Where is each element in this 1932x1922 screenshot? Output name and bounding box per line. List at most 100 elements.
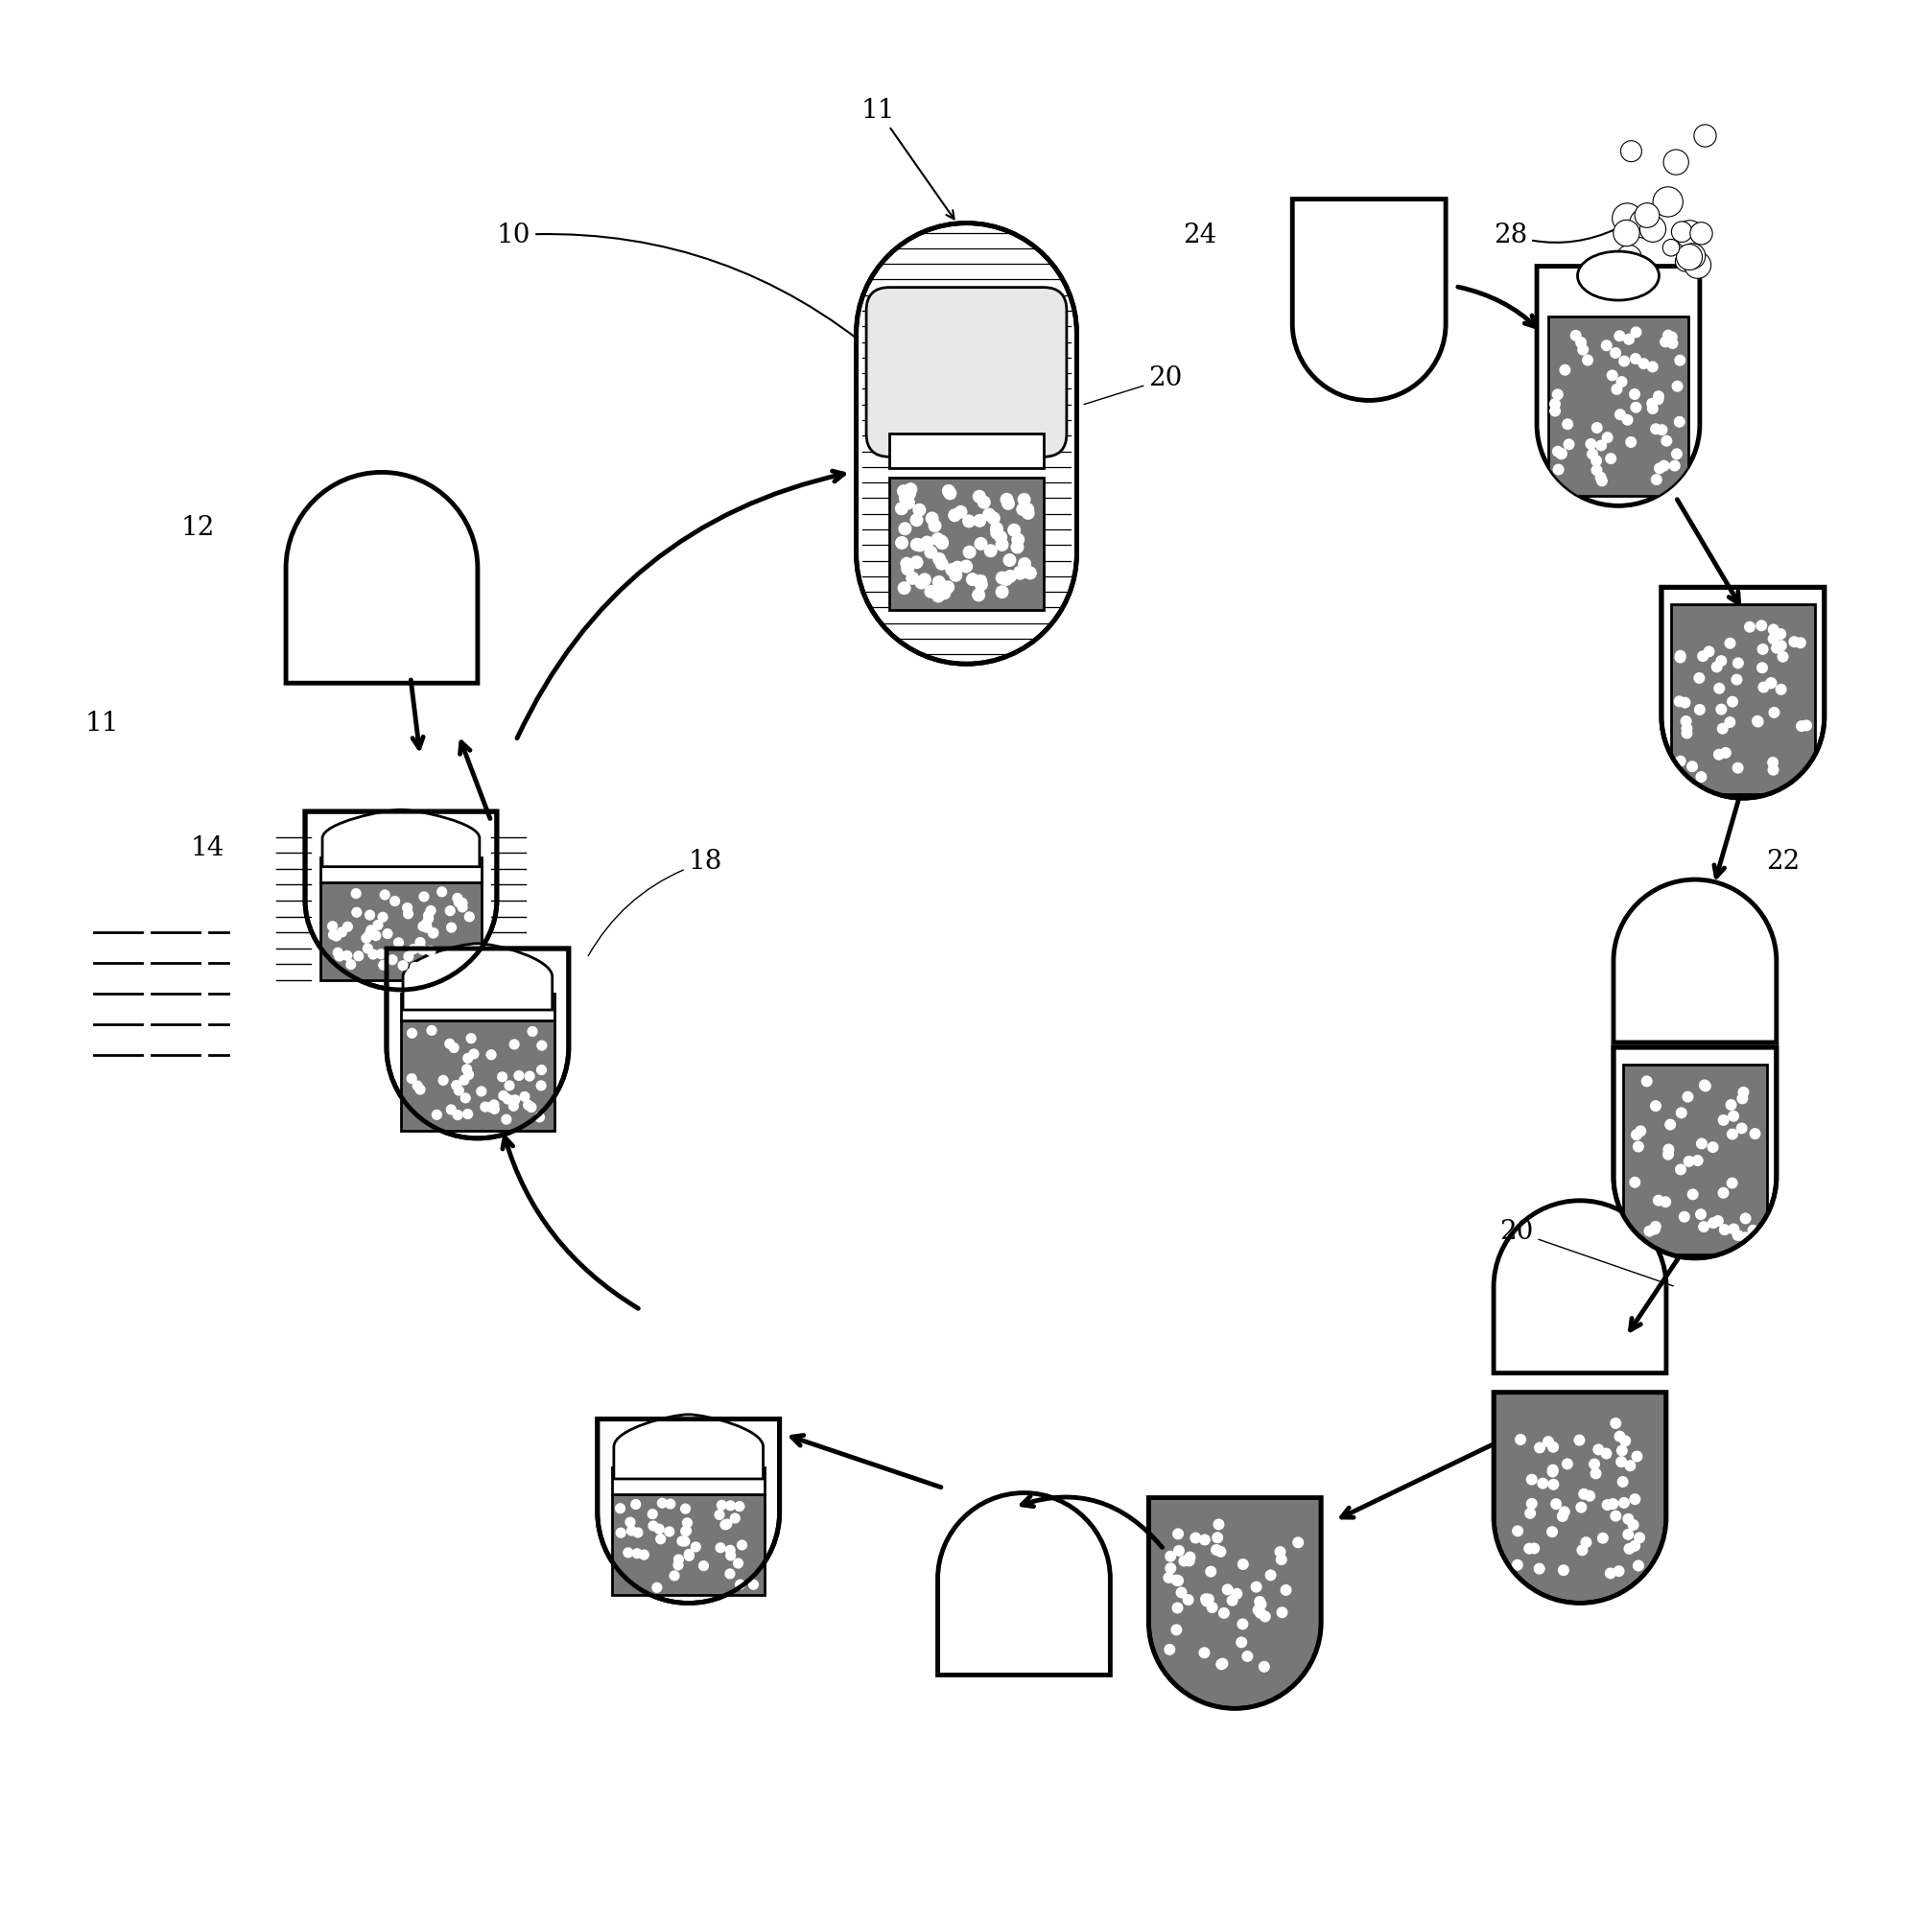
Circle shape (1774, 684, 1785, 696)
Circle shape (1617, 1476, 1627, 1488)
Circle shape (1750, 715, 1762, 727)
Circle shape (1689, 223, 1712, 244)
Circle shape (1020, 504, 1034, 515)
Circle shape (1602, 432, 1613, 444)
Circle shape (1795, 721, 1806, 732)
Circle shape (1692, 125, 1716, 146)
Circle shape (1173, 1545, 1184, 1557)
Circle shape (330, 930, 342, 942)
Circle shape (724, 1551, 736, 1561)
Circle shape (974, 575, 987, 588)
Circle shape (1754, 619, 1766, 630)
Circle shape (1629, 388, 1640, 400)
Circle shape (1654, 463, 1665, 475)
Circle shape (947, 509, 960, 523)
Circle shape (1698, 1080, 1710, 1092)
Circle shape (684, 1551, 694, 1561)
Circle shape (1621, 1513, 1633, 1524)
Circle shape (1770, 642, 1781, 653)
Circle shape (1631, 1451, 1642, 1463)
Circle shape (1236, 1559, 1248, 1570)
Circle shape (1590, 465, 1602, 477)
Circle shape (1629, 1176, 1640, 1188)
Circle shape (1182, 1555, 1194, 1566)
Circle shape (1617, 356, 1629, 367)
Circle shape (522, 1099, 533, 1111)
Circle shape (943, 486, 956, 500)
Circle shape (1580, 1536, 1592, 1547)
Circle shape (427, 1024, 437, 1036)
Circle shape (1254, 1595, 1265, 1607)
Circle shape (406, 1028, 417, 1038)
Circle shape (941, 484, 954, 498)
Bar (402, 1021, 554, 1130)
Circle shape (1546, 1466, 1557, 1478)
Bar (889, 434, 1043, 469)
Circle shape (1609, 348, 1621, 359)
Circle shape (1621, 413, 1633, 425)
Circle shape (510, 1094, 520, 1105)
Circle shape (1725, 1128, 1737, 1140)
Circle shape (1515, 1434, 1526, 1445)
Circle shape (1675, 244, 1702, 269)
Circle shape (485, 1049, 497, 1061)
Text: 20: 20 (1499, 1219, 1673, 1286)
Circle shape (1625, 436, 1636, 448)
Text: 12: 12 (180, 515, 214, 542)
Circle shape (981, 507, 995, 521)
Circle shape (1573, 1434, 1584, 1445)
Circle shape (1650, 1099, 1662, 1111)
Circle shape (1012, 567, 1026, 580)
Circle shape (1235, 1636, 1246, 1647)
Circle shape (1723, 717, 1735, 728)
Circle shape (910, 513, 923, 527)
Circle shape (1524, 1507, 1536, 1518)
Circle shape (1739, 1213, 1750, 1224)
Circle shape (1546, 1465, 1557, 1476)
Circle shape (1671, 221, 1690, 242)
Circle shape (1171, 1624, 1182, 1636)
Circle shape (342, 949, 352, 961)
Circle shape (748, 1580, 759, 1589)
Circle shape (448, 1042, 460, 1053)
PathPatch shape (305, 811, 497, 990)
Circle shape (1551, 463, 1563, 475)
Circle shape (676, 1536, 688, 1547)
Circle shape (995, 584, 1009, 598)
PathPatch shape (597, 1418, 779, 1603)
Circle shape (962, 515, 976, 529)
Circle shape (1671, 381, 1683, 392)
Circle shape (1710, 661, 1721, 673)
Circle shape (1629, 1493, 1640, 1505)
Circle shape (1615, 1445, 1627, 1457)
Circle shape (665, 1499, 676, 1509)
Circle shape (1582, 1490, 1594, 1501)
Circle shape (1731, 763, 1743, 775)
PathPatch shape (402, 944, 553, 1009)
Circle shape (489, 1103, 500, 1115)
Circle shape (462, 1109, 473, 1119)
Circle shape (1555, 448, 1567, 459)
Circle shape (421, 919, 431, 928)
Circle shape (923, 546, 937, 559)
Circle shape (1577, 344, 1588, 356)
Circle shape (657, 1497, 667, 1509)
Circle shape (1687, 761, 1696, 773)
Circle shape (902, 486, 916, 500)
Circle shape (1016, 504, 1030, 517)
Circle shape (1692, 703, 1704, 715)
Circle shape (423, 909, 433, 921)
Circle shape (966, 573, 980, 586)
Circle shape (1254, 1599, 1265, 1611)
Circle shape (1646, 361, 1658, 373)
Circle shape (1629, 209, 1658, 238)
Circle shape (910, 555, 923, 569)
Circle shape (1727, 1222, 1739, 1234)
Text: 20: 20 (1084, 365, 1182, 404)
Circle shape (724, 1501, 736, 1511)
Circle shape (927, 519, 941, 532)
PathPatch shape (386, 949, 568, 1138)
Circle shape (328, 930, 338, 940)
Circle shape (527, 1026, 537, 1036)
Bar (402, 994, 554, 1021)
